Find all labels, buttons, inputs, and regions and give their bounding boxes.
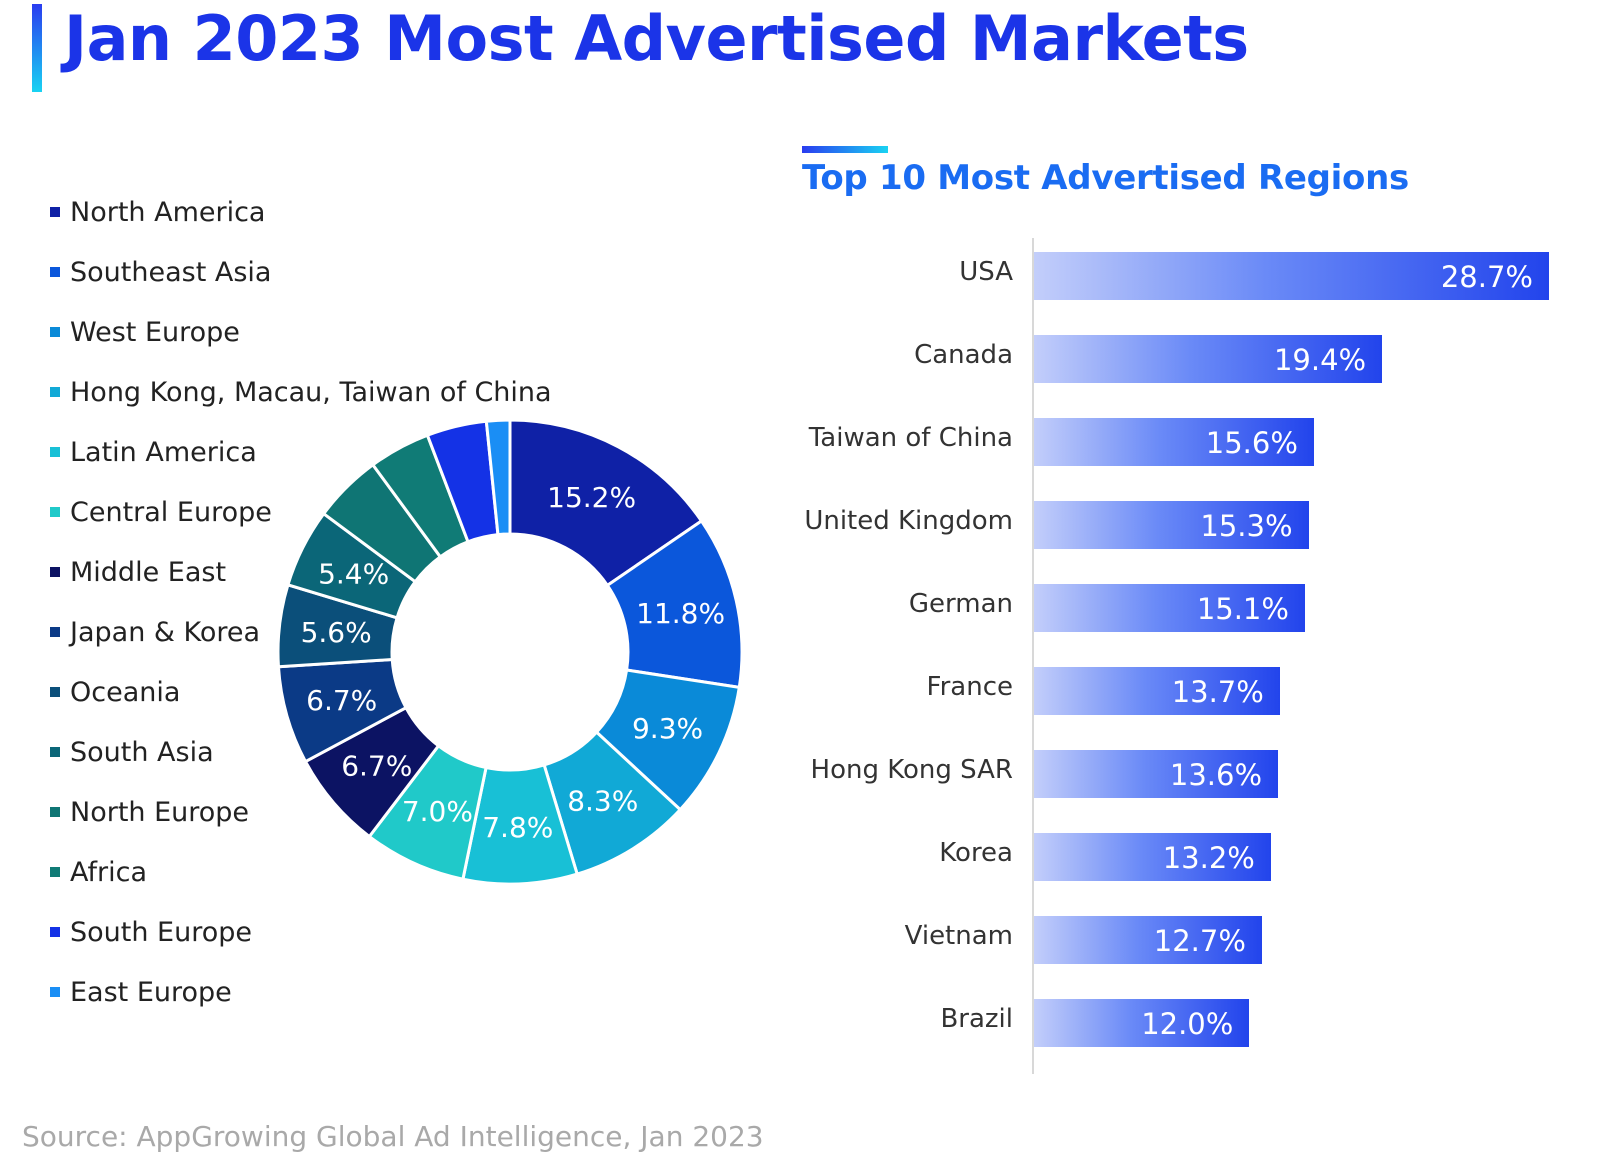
legend-swatch [50,267,60,277]
legend-item-south-europe: South Europe [50,902,610,962]
bar-vietnam [1034,916,1262,964]
legend-label: West Europe [70,316,240,348]
legend-item-east-europe: East Europe [50,962,610,1022]
bar-value-german: 15.1% [1196,592,1289,626]
bar-category-brazil: Brazil [940,1004,1013,1034]
donut-chart: 15.2% 11.8% 9.3% 8.3% 7.8% 7.0% 6.7% 6.7% 5.6% 5.… [276,418,744,886]
bar-usa [1034,252,1549,300]
legend-swatch [50,207,60,217]
donut-legend: North America Southeast Asia West Europe Ho… [50,182,610,1022]
legend-label: Latin America [70,436,257,468]
bar-value-canada: 19.4% [1273,343,1367,377]
bar-taiwan-of-china [1034,418,1314,466]
legend-swatch [50,447,60,457]
legend-item-west-europe: West Europe [50,302,610,362]
bar-category-france: France [926,672,1013,702]
subtitle-accent-bar [802,146,888,153]
donut-label-oceania: 5.6% [301,616,372,649]
bar-chart-axis [1032,238,1034,1074]
legend-swatch [50,627,60,637]
legend-swatch [50,867,60,877]
legend-item-north-america: North America [50,182,610,242]
bar-value-brazil: 12.0% [1141,1007,1234,1041]
bar-france [1034,667,1280,715]
bar-chart: USA 28.7% Canada 19.4% Taiwan of China 15.6% U… [780,0,1600,1159]
legend-swatch [50,747,60,757]
bar-canada [1034,335,1383,383]
donut-label-west-europe: 9.3% [632,712,703,745]
legend-swatch [50,507,60,517]
bar-brazil [1034,999,1250,1047]
donut-label-latin-america: 7.8% [482,811,553,844]
bar-category-hong-kong-sar: Hong Kong SAR [810,755,1013,785]
donut-label-central-europe: 7.0% [402,795,473,828]
donut-slice-east-europe [484,418,512,537]
page-title: Jan 2023 Most Advertised Markets [64,2,1249,75]
bar-hong-kong-sar [1034,750,1279,798]
bar-category-united-kingdom: United Kingdom [804,506,1013,536]
legend-swatch [50,327,60,337]
source-note: Source: AppGrowing Global Ad Intelligenc… [22,1120,764,1153]
bar-value-vietnam: 12.7% [1153,924,1246,958]
donut-label-north-america: 15.2% [547,481,636,514]
legend-swatch [50,987,60,997]
legend-swatch [50,567,60,577]
bar-german [1034,584,1305,632]
bar-category-korea: Korea [939,838,1013,868]
legend-label: Middle East [70,556,227,588]
legend-label: Japan & Korea [70,616,261,648]
legend-label: North America [70,196,266,228]
bar-value-korea: 13.2% [1162,841,1255,875]
bar-korea [1034,833,1271,881]
legend-item-oceania: Oceania [50,662,610,722]
legend-label: East Europe [70,976,232,1008]
legend-item-central-europe: Central Europe [50,482,610,542]
legend-item-south-asia: South Asia [50,722,610,782]
donut-label-south-asia: 5.4% [318,557,389,590]
bar-value-taiwan-of-china: 15.6% [1205,426,1298,460]
bar-category-german: German [908,589,1013,619]
bar-value-usa: 28.7% [1440,260,1533,294]
donut-slice-north-america [508,418,704,588]
legend-label: Hong Kong, Macau, Taiwan of China [70,376,552,408]
donut-label-middle-east: 6.7% [341,749,412,782]
bar-value-hong-kong-sar: 13.6% [1169,758,1263,792]
donut-label-southeast-asia: 11.8% [636,597,725,630]
legend-swatch [50,807,60,817]
legend-item-hong-kong-macau-taiwan-of-china: Hong Kong, Macau, Taiwan of China [50,362,610,422]
legend-item-japan-korea: Japan & Korea [50,602,610,662]
legend-swatch [50,387,60,397]
legend-swatch [50,927,60,937]
legend-swatch [50,687,60,697]
legend-item-southeast-asia: Southeast Asia [50,242,610,302]
legend-label: Southeast Asia [70,256,272,288]
legend-item-middle-east: Middle East [50,542,610,602]
donut-label-japan-korea: 6.7% [306,684,377,717]
bar-category-usa: USA [959,257,1013,287]
bar-united-kingdom [1034,501,1309,549]
legend-label: Africa [70,856,148,888]
bar-value-united-kingdom: 15.3% [1200,509,1293,543]
bar-value-france: 13.7% [1171,675,1264,709]
legend-label: South Asia [70,736,214,768]
legend-item-latin-america: Latin America [50,422,610,482]
legend-item-africa: Africa [50,842,610,902]
bar-category-vietnam: Vietnam [904,921,1013,951]
legend-label: Oceania [70,676,181,708]
legend-label: South Europe [70,916,252,948]
legend-item-north-europe: North Europe [50,782,610,842]
bar-chart-title: Top 10 Most Advertised Regions [802,158,1409,198]
title-accent-bar [32,4,42,92]
bar-category-taiwan-of-china: Taiwan of China [808,423,1013,453]
legend-label: North Europe [70,796,250,828]
legend-label: Central Europe [70,496,272,528]
donut-label-hong-kong-macau-taiwan-of-china: 8.3% [567,784,638,817]
bar-category-canada: Canada [914,340,1013,370]
